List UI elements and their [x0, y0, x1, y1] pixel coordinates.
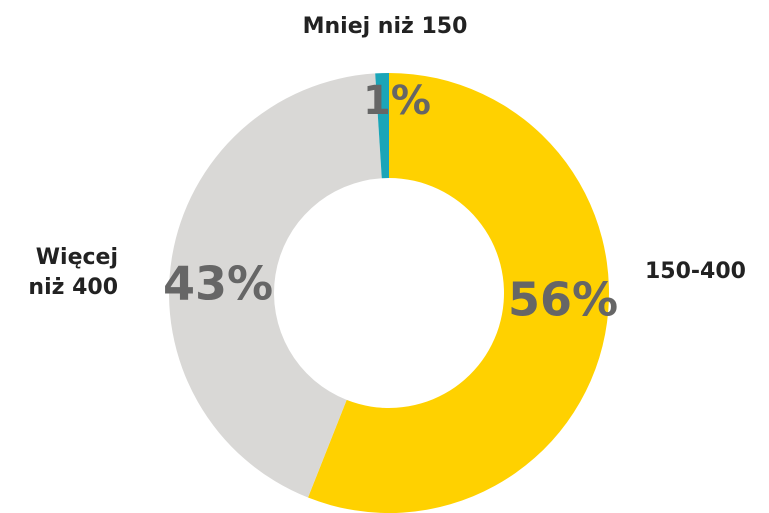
value-label: 43% — [163, 257, 273, 311]
value-label: 56% — [508, 273, 618, 327]
category-label: Więcej niż 400 — [28, 245, 118, 300]
category-label: Mniej niż 150 — [302, 14, 468, 39]
slice — [169, 73, 382, 498]
value-label: 1% — [363, 78, 431, 124]
slice — [308, 73, 609, 513]
slice — [375, 73, 389, 179]
category-label: 150-400 — [645, 259, 746, 284]
